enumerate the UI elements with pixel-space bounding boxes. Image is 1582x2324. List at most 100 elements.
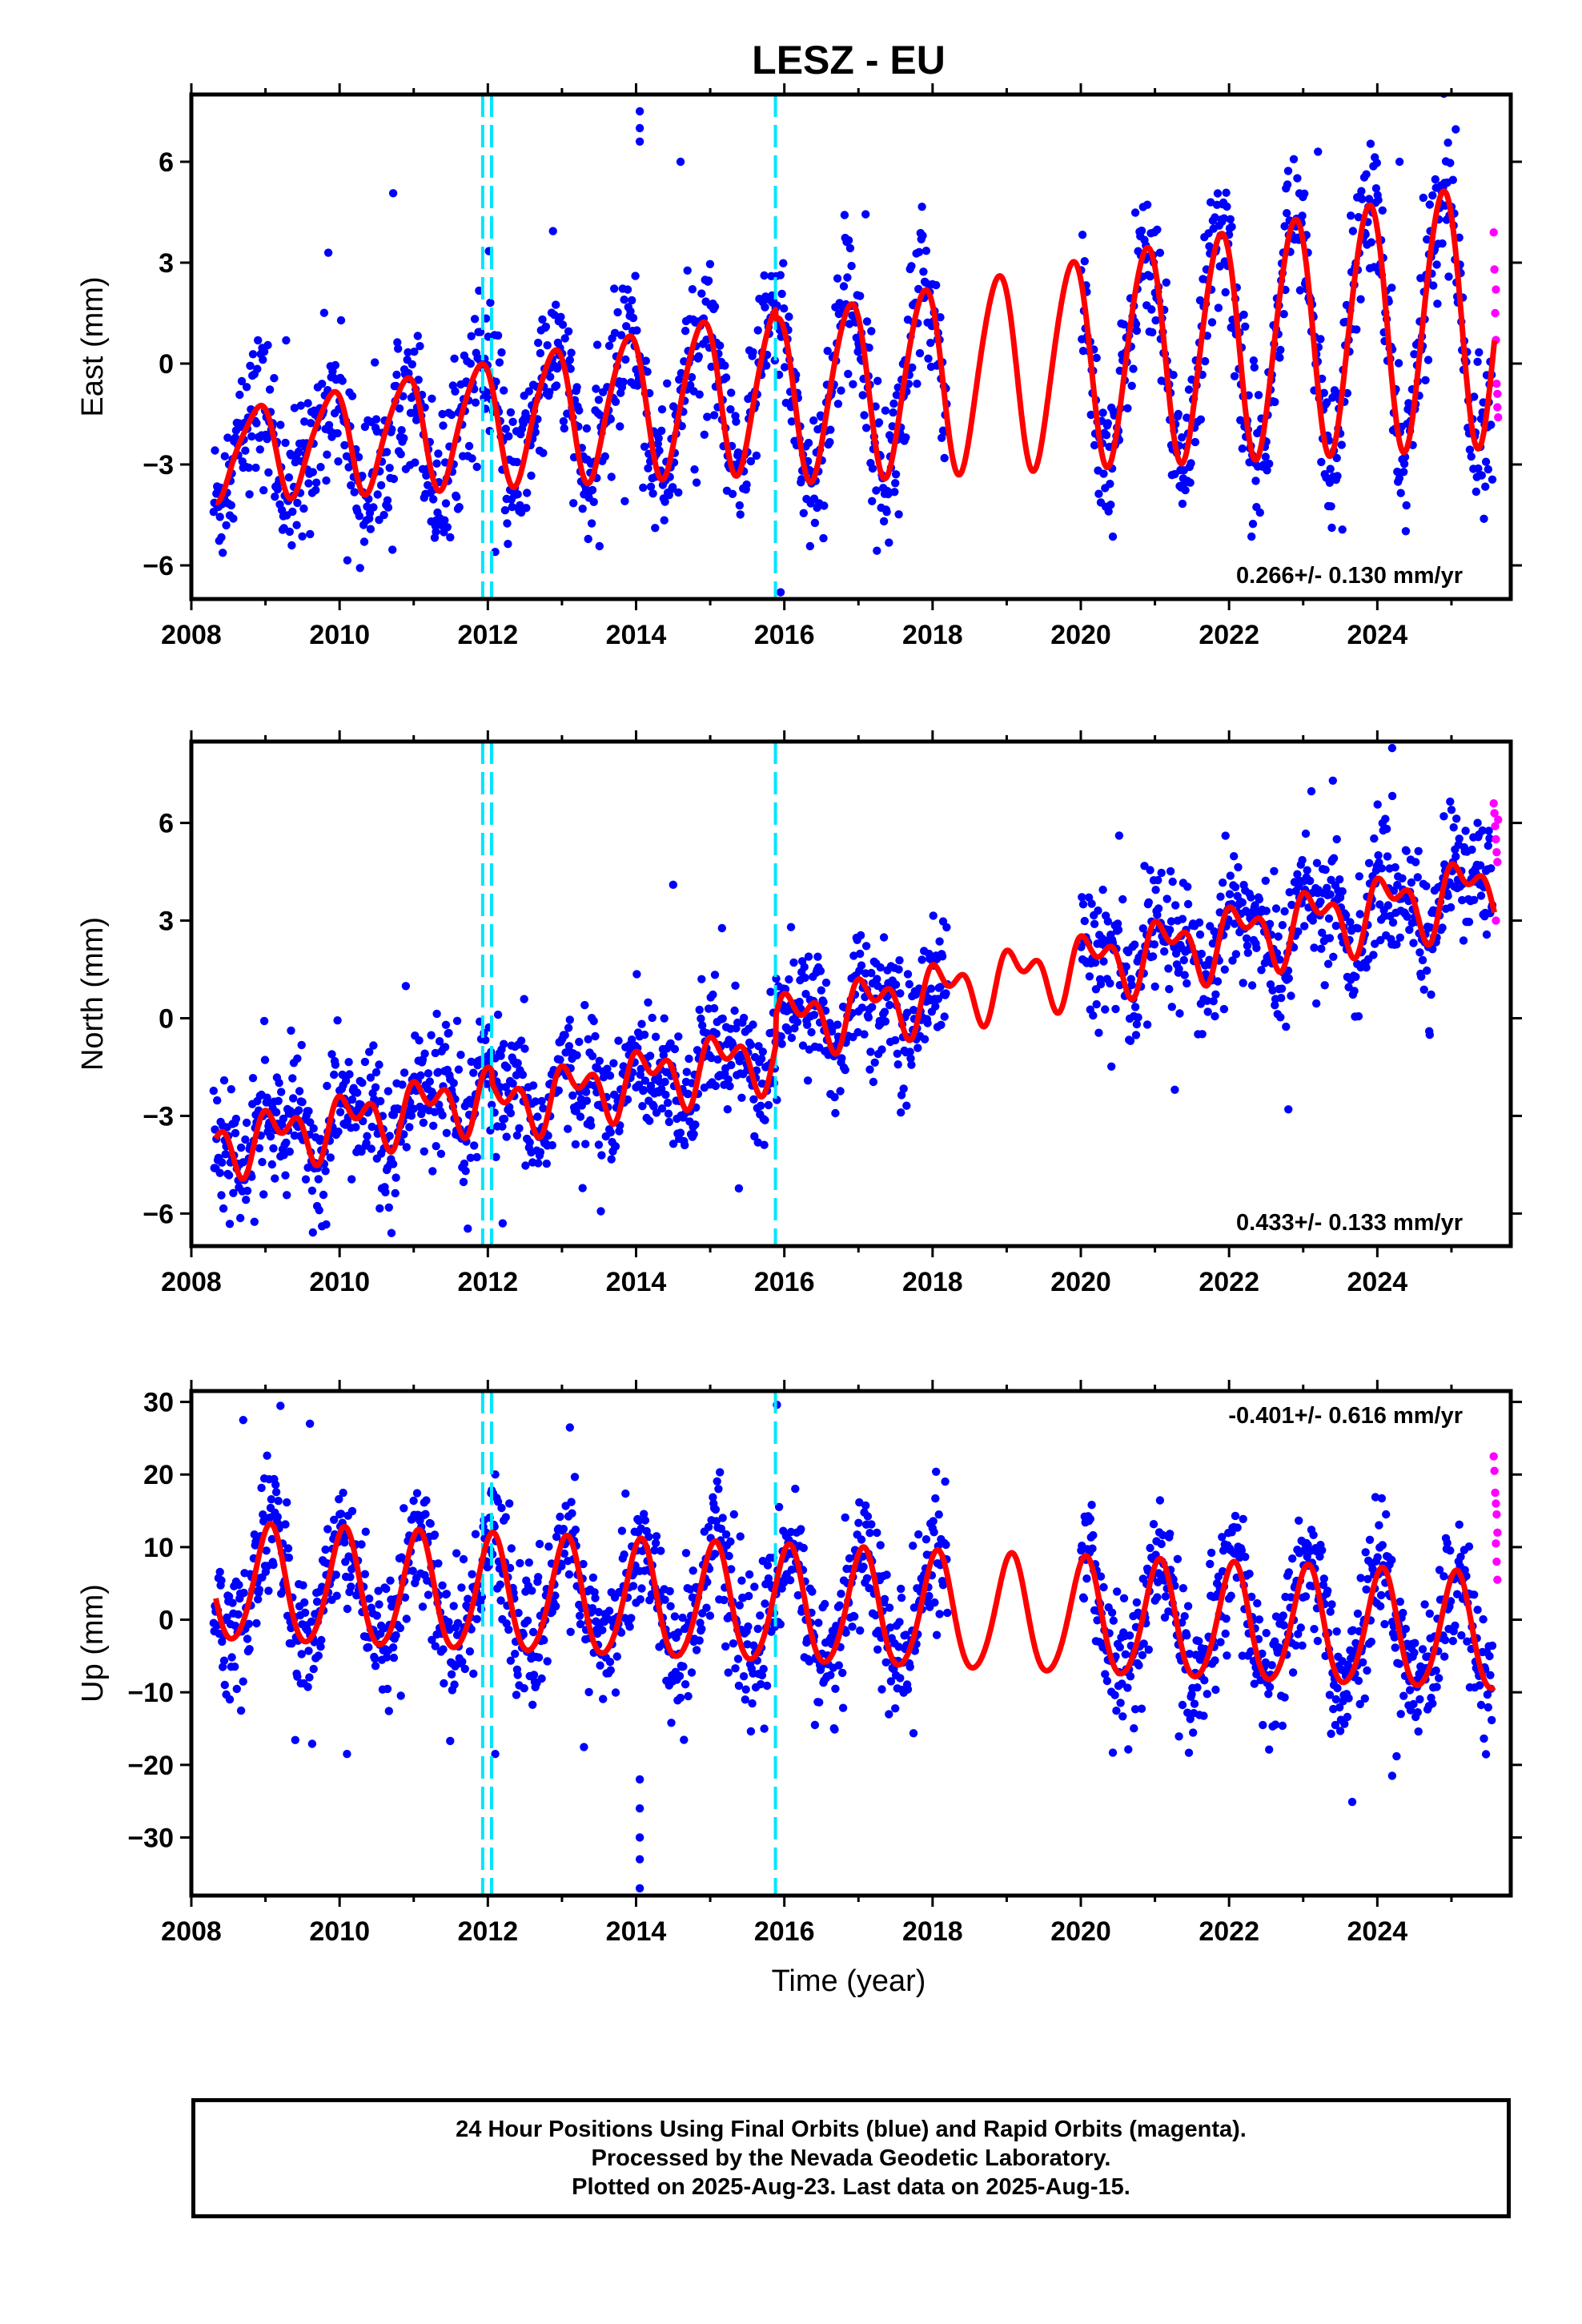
east-point — [1129, 364, 1138, 373]
north-point — [1375, 900, 1384, 909]
up-point — [262, 1546, 271, 1555]
up-point — [544, 1542, 553, 1551]
up-point — [702, 1603, 711, 1612]
north-point — [938, 952, 947, 961]
north-point — [885, 1000, 894, 1010]
up-point — [1250, 1679, 1259, 1688]
north-point — [1284, 1105, 1293, 1114]
north-point — [801, 973, 809, 983]
north-point — [857, 1003, 867, 1012]
east-point — [1261, 452, 1271, 461]
east-point — [844, 235, 853, 245]
up-point — [650, 1546, 659, 1555]
north-point — [502, 1132, 511, 1141]
up-point — [303, 1683, 312, 1691]
north-point — [581, 1140, 590, 1148]
north-point — [777, 1032, 785, 1041]
east-point — [253, 364, 262, 373]
east-point — [227, 501, 235, 510]
north-point — [637, 1019, 646, 1028]
east-point — [414, 376, 423, 384]
up-point — [1237, 1546, 1247, 1555]
east-point — [1402, 501, 1411, 510]
north-point — [301, 1175, 311, 1184]
east-point — [564, 327, 573, 336]
north-point — [739, 1013, 749, 1023]
north-point — [217, 1191, 226, 1200]
north-point — [1171, 949, 1181, 958]
up-point — [1323, 1586, 1332, 1595]
east-point — [334, 457, 343, 466]
north-point — [385, 1132, 394, 1140]
up-point — [709, 1493, 717, 1502]
east-point — [393, 338, 402, 347]
east-point — [1337, 440, 1347, 449]
north-point — [734, 1184, 744, 1193]
north-point — [1321, 865, 1330, 875]
east-point — [826, 425, 835, 434]
north-point — [520, 1044, 529, 1053]
east-point — [839, 282, 849, 291]
up-point — [1271, 1720, 1280, 1729]
east-point — [631, 271, 640, 280]
up-point — [501, 1513, 510, 1522]
up-point — [739, 1672, 749, 1681]
north-point — [725, 1082, 734, 1091]
north-point — [760, 1140, 769, 1149]
east-point — [506, 408, 516, 417]
up-point — [259, 1517, 268, 1526]
east-point — [382, 448, 391, 456]
east-point — [639, 483, 648, 493]
up-point — [932, 1630, 942, 1639]
up-point — [620, 1550, 628, 1559]
north-point — [363, 1132, 371, 1140]
up-point — [799, 1543, 808, 1553]
north-point — [750, 1132, 759, 1141]
east-point — [336, 316, 346, 325]
up-point — [314, 1651, 323, 1660]
up-point — [330, 1515, 339, 1525]
north-y-tick-label: 0 — [159, 1003, 174, 1034]
north-point — [594, 1140, 604, 1149]
north-point — [698, 1021, 707, 1030]
up-point — [841, 1628, 850, 1637]
east-point — [1203, 332, 1212, 340]
north-point — [1242, 934, 1251, 943]
east-point — [1393, 467, 1402, 476]
north-point — [293, 1054, 302, 1063]
east-rapid-point — [1490, 265, 1499, 274]
east-point — [1106, 501, 1115, 509]
up-point — [838, 1668, 847, 1678]
up-point — [1245, 1570, 1254, 1578]
north-x-tick-label: 2024 — [1347, 1267, 1408, 1297]
up-point — [830, 1725, 839, 1734]
east-point — [1326, 464, 1335, 473]
east-point — [500, 506, 510, 515]
up-point — [687, 1668, 697, 1677]
up-point — [528, 1700, 537, 1709]
north-point — [841, 1065, 849, 1075]
north-point — [1226, 871, 1235, 880]
up-point — [1361, 1548, 1370, 1557]
up-point — [835, 1601, 844, 1610]
up-point — [1380, 1619, 1389, 1629]
east-x-tick-label: 2020 — [1050, 620, 1111, 650]
up-point — [1428, 1699, 1437, 1708]
up-point — [365, 1594, 374, 1603]
up-point — [361, 1527, 370, 1536]
up-point — [346, 1573, 355, 1582]
east-point — [694, 352, 703, 361]
east-point — [918, 231, 927, 240]
north-point — [1150, 940, 1159, 949]
east-point — [292, 521, 301, 529]
up-point — [1126, 1672, 1135, 1681]
east-point — [298, 532, 307, 541]
up-point — [901, 1630, 910, 1639]
up-point — [1440, 1635, 1450, 1645]
east-point — [300, 417, 309, 426]
up-point — [231, 1663, 239, 1671]
north-point — [856, 931, 865, 940]
up-point — [347, 1506, 357, 1516]
east-point — [868, 497, 877, 505]
east-point — [1213, 189, 1223, 198]
